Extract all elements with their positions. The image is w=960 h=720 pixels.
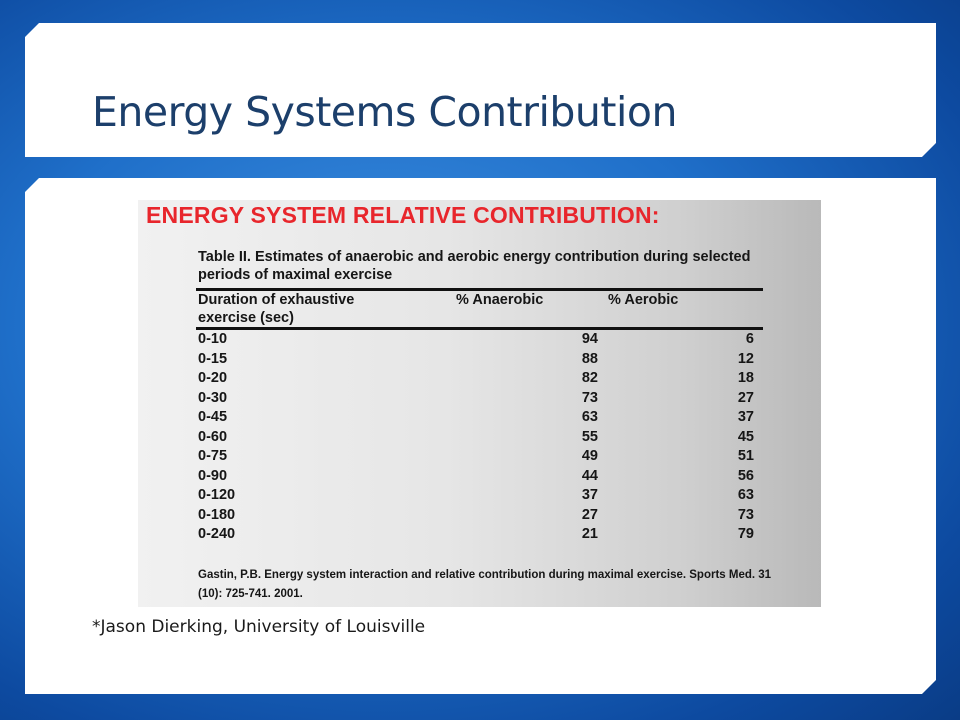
column-header-aerobic: % Aerobic [608, 292, 679, 308]
table-row: 0-15 88 12 [198, 350, 758, 370]
cell-duration: 0-20 [198, 370, 228, 386]
cell-aerobic: 6 [745, 331, 754, 347]
cell-anaerobic: 44 [581, 467, 598, 484]
table-row: 0-10 94 6 [198, 330, 758, 350]
table-row: 0-45 63 37 [198, 408, 758, 428]
cell-anaerobic: 73 [581, 389, 598, 406]
table-row: 0-30 73 27 [198, 389, 758, 409]
cell-duration: 0-120 [198, 487, 236, 503]
column-header-anaerobic: % Anaerobic [456, 292, 544, 308]
slide-title: Energy Systems Contribution [92, 88, 677, 136]
column-header-duration: Duration of exhaustive exercise (sec) [198, 292, 355, 326]
cell-anaerobic: 88 [581, 350, 598, 367]
cell-aerobic: 73 [737, 506, 754, 523]
cell-aerobic: 27 [737, 389, 754, 406]
cell-anaerobic: 37 [581, 487, 598, 503]
cell-aerobic: 18 [737, 370, 754, 386]
table-row: 0-20 82 18 [198, 369, 758, 389]
cell-aerobic: 63 [737, 487, 754, 503]
table-row: 0-120 37 63 [198, 486, 758, 506]
table-body: 0-10 94 6 0-15 88 12 0-20 82 18 0-30 73 27 0-45 63 37 0… [198, 330, 758, 545]
cell-duration: 0-60 [198, 428, 228, 445]
cell-duration: 0-15 [198, 350, 228, 367]
cell-duration: 0-75 [198, 448, 228, 464]
cell-duration: 0-45 [198, 409, 228, 425]
cell-anaerobic: 82 [581, 370, 598, 386]
cell-duration: 0-30 [198, 389, 228, 406]
cell-aerobic: 51 [737, 448, 754, 464]
table-row: 0-240 21 79 [198, 525, 758, 545]
table-top-rule [196, 288, 763, 291]
cell-duration: 0-240 [198, 526, 236, 542]
cell-anaerobic: 94 [581, 331, 598, 347]
table-citation: Gastin, P.B. Energy system interaction a… [198, 569, 772, 600]
table-heading: ENERGY SYSTEM RELATIVE CONTRIBUTION: [146, 202, 660, 228]
title-panel [25, 23, 936, 157]
cell-aerobic: 37 [737, 409, 754, 425]
table-row: 0-60 55 45 [198, 428, 758, 448]
table-header-rule [196, 327, 763, 330]
cell-aerobic: 45 [737, 428, 754, 445]
table-row: 0-90 44 56 [198, 467, 758, 487]
cell-duration: 0-10 [198, 331, 228, 347]
cell-anaerobic: 21 [581, 526, 598, 542]
table-row: 0-180 27 73 [198, 506, 758, 526]
table-caption: Table II. Estimates of anaerobic and aer… [198, 248, 778, 284]
cell-aerobic: 79 [737, 526, 754, 542]
cell-duration: 0-90 [198, 467, 228, 484]
cell-aerobic: 12 [737, 350, 754, 367]
table-caption-text: Estimates of anaerobic and aerobic energ… [198, 249, 751, 283]
cell-anaerobic: 49 [581, 448, 598, 464]
cell-anaerobic: 63 [581, 409, 598, 425]
cell-anaerobic: 55 [581, 428, 598, 445]
slide-footnote: *Jason Dierking, University of Louisvill… [92, 617, 426, 637]
table-row: 0-75 49 51 [198, 447, 758, 467]
cell-aerobic: 56 [737, 467, 754, 484]
cell-duration: 0-180 [198, 506, 236, 523]
energy-table-image: ENERGY SYSTEM RELATIVE CONTRIBUTION: Tab… [138, 200, 821, 607]
cell-anaerobic: 27 [581, 506, 598, 523]
table-caption-label: Table II. [198, 249, 251, 265]
